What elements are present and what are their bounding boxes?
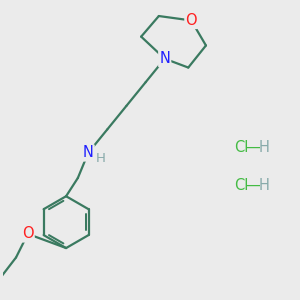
Text: O: O (185, 13, 197, 28)
Text: H: H (259, 178, 270, 193)
Text: H: H (95, 152, 106, 165)
Text: H: H (259, 140, 270, 154)
Text: —: — (245, 140, 260, 154)
Text: Cl: Cl (234, 140, 248, 154)
Text: Cl: Cl (234, 178, 248, 193)
Text: —: — (245, 178, 260, 193)
Text: N: N (83, 146, 94, 160)
Text: N: N (159, 51, 170, 66)
Text: O: O (22, 226, 34, 242)
